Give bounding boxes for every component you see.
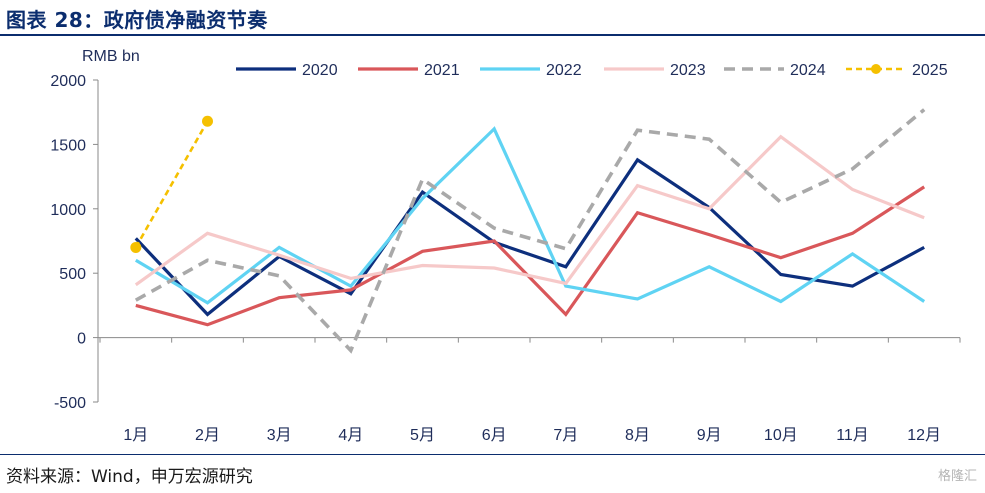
series-line-2020	[134, 157, 925, 317]
footer-rule	[0, 454, 985, 455]
y-tick-label: 2000	[50, 73, 86, 90]
title-rule	[0, 34, 985, 36]
x-tick-label: 1月	[123, 427, 148, 444]
y-tick-label: 1000	[50, 202, 86, 219]
y-tick-label: 0	[77, 331, 86, 348]
x-tick-label: 12月	[907, 427, 941, 444]
x-tick-label: 5月	[410, 427, 435, 444]
legend-label-2020: 2020	[302, 62, 338, 79]
figure-title: 图表 28：政府债净融资节奏	[6, 8, 268, 32]
x-tick-label: 4月	[338, 427, 363, 444]
legend-marker-2025	[871, 64, 881, 74]
legend-label-2022: 2022	[546, 62, 582, 79]
watermark-text: 格隆汇	[937, 469, 977, 484]
y-tick-labels: -500 0 500 1000 1500 2000	[50, 73, 86, 412]
series-line-2025	[134, 120, 209, 249]
y-tick-label: -500	[54, 395, 86, 412]
y-tick-label: 1500	[50, 137, 86, 154]
x-tick-labels: 1月 2月 3月 4月 5月 6月 7月 8月 9月 10月 11月 12月	[123, 427, 941, 444]
x-tick-label: 2月	[195, 427, 220, 444]
chart-axes	[93, 79, 961, 403]
x-tick-label: 11月	[836, 427, 869, 444]
series-line-2024	[134, 108, 926, 354]
y-tick-label: 500	[59, 266, 86, 283]
y-axis-unit: RMB bn	[82, 48, 140, 65]
x-tick-label: 7月	[553, 427, 578, 444]
x-tick-label: 8月	[625, 427, 650, 444]
series-line-2021	[135, 185, 926, 327]
x-tick-label: 3月	[267, 427, 292, 444]
series-lines	[130, 108, 926, 354]
series-point-2025	[130, 241, 142, 253]
legend-label-2023: 2023	[670, 62, 706, 79]
x-tick-label: 9月	[697, 427, 722, 444]
series-line-2022	[134, 126, 926, 305]
legend-label-2021: 2021	[424, 62, 460, 79]
series-line-2023	[134, 134, 925, 287]
x-tick-label: 6月	[482, 427, 507, 444]
x-tick-label: 10月	[764, 427, 798, 444]
series-point-2025	[202, 115, 213, 127]
source-note: 资料来源：Wind，申万宏源研究	[6, 467, 253, 487]
legend-label-2025: 2025	[912, 62, 948, 79]
legend-label-2024: 2024	[790, 62, 826, 79]
chart-legend: 2020 2021 2022 2023 2024 2025	[236, 62, 948, 79]
